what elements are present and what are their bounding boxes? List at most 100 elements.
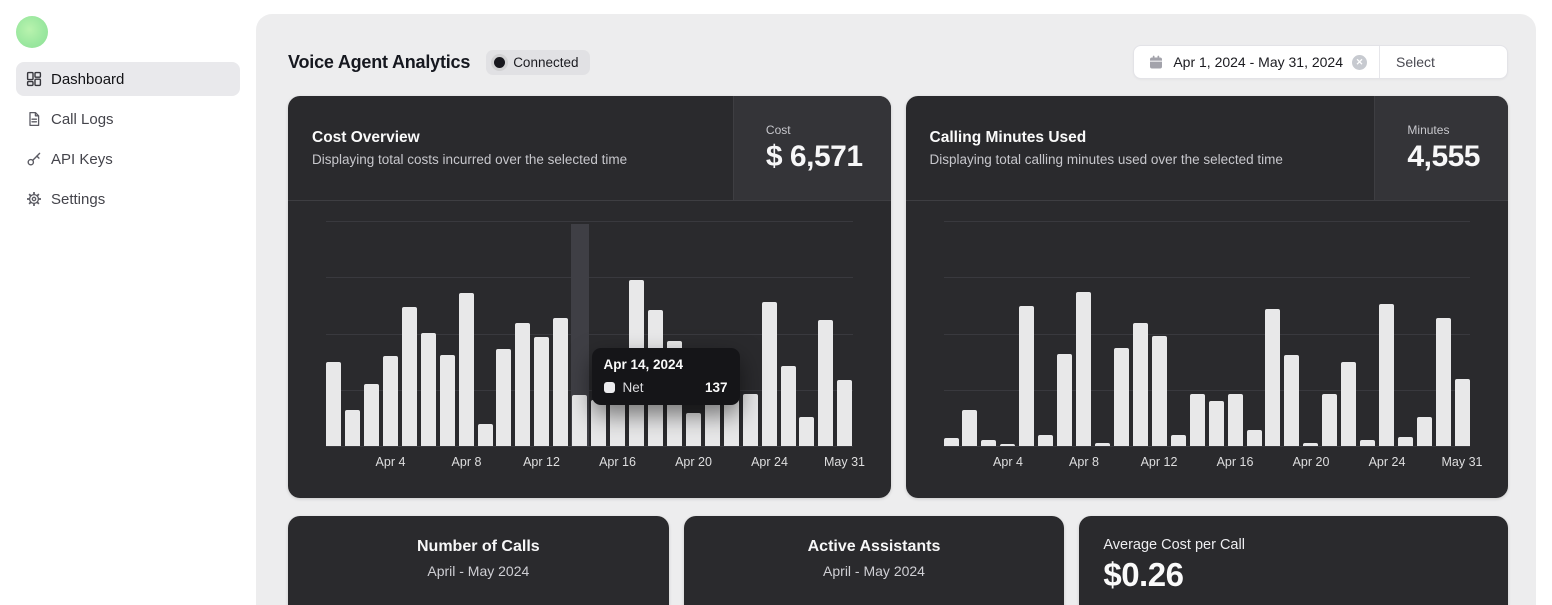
series-swatch-icon — [603, 382, 615, 393]
bars — [943, 221, 1471, 446]
bar-apr-12[interactable] — [534, 336, 550, 446]
bar-apr-15[interactable] — [591, 399, 607, 446]
card-subtitle: Displaying total costs incurred over the… — [312, 152, 628, 167]
bar-apr-3[interactable] — [981, 440, 997, 446]
x-axis-tick: May 31 — [824, 455, 865, 469]
status-dot-icon — [494, 56, 506, 68]
bar-apr-9[interactable] — [477, 423, 493, 446]
stat-value: $ 6,571 — [765, 139, 863, 173]
bar-apr-1[interactable] — [943, 437, 959, 446]
calling-minutes-card: Calling Minutes Used Displaying total ca… — [905, 96, 1509, 498]
mini-card-subtitle: April - May 2024 — [427, 563, 530, 579]
bar-may-31[interactable] — [1454, 379, 1470, 446]
cost-stat: Cost $ 6,571 — [732, 96, 891, 200]
bar-apr-13[interactable] — [1170, 435, 1186, 446]
stat-label: Cost — [765, 122, 791, 137]
bar-apr-10[interactable] — [1113, 348, 1129, 446]
bar-apr-18[interactable] — [1265, 308, 1281, 446]
bars — [326, 221, 853, 446]
bar-apr-11[interactable] — [515, 323, 531, 446]
main-panel: Voice Agent Analytics Connected Apr 1, 2… — [256, 14, 1536, 605]
minutes-stat: Minutes 4,555 — [1374, 96, 1508, 200]
sidebar-item-call-logs[interactable]: Call Logs — [16, 102, 240, 136]
bar-apr-22[interactable] — [723, 393, 739, 446]
bar-apr-16[interactable] — [1227, 394, 1243, 446]
bar-apr-24[interactable] — [761, 301, 777, 446]
stat-label: Minutes — [1407, 122, 1450, 137]
bar-apr-5[interactable] — [401, 306, 417, 446]
tooltip-date: Apr 14, 2024 — [603, 357, 684, 372]
card-header: Calling Minutes Used Displaying total ca… — [905, 96, 1508, 201]
bar-apr-9[interactable] — [1095, 443, 1110, 446]
bar-apr-17[interactable] — [1246, 429, 1262, 446]
bar-apr-10[interactable] — [496, 348, 512, 446]
bar-apr-2[interactable] — [344, 410, 360, 446]
bar-apr-14[interactable] — [1189, 394, 1205, 446]
bar-apr-7[interactable] — [439, 354, 455, 446]
bar-apr-3[interactable] — [363, 383, 379, 446]
calendar-icon — [1148, 54, 1164, 70]
x-axis-tick: Apr 12 — [523, 455, 560, 469]
average-cost-value: $0.26 — [1103, 556, 1184, 593]
settings-icon — [26, 191, 42, 207]
stats-row: Number of Calls April - May 2024 Active … — [288, 516, 1509, 605]
hover-highlight-band — [570, 224, 590, 446]
bar-apr-23[interactable] — [1360, 439, 1376, 446]
bar-apr-15[interactable] — [1208, 401, 1224, 446]
gridline — [326, 446, 853, 447]
bar-apr-27[interactable] — [818, 320, 834, 446]
select-date-button[interactable]: Select — [1379, 46, 1507, 78]
bar-apr-20[interactable] — [1303, 443, 1319, 446]
gridline — [326, 221, 853, 222]
bar-apr-14[interactable] — [572, 394, 588, 446]
sidebar-item-label: API Keys — [51, 150, 113, 168]
bar-apr-4[interactable] — [382, 355, 398, 446]
x-axis-tick: Apr 4 — [993, 455, 1023, 469]
bar-apr-1[interactable] — [326, 362, 341, 446]
bar-apr-26[interactable] — [799, 417, 815, 446]
sidebar-item-dashboard[interactable]: Dashboard — [16, 62, 240, 96]
bar-apr-6[interactable] — [420, 332, 436, 446]
cost-overview-card: Cost Overview Displaying total costs inc… — [288, 96, 891, 498]
sidebar: Dashboard Call Logs API Keys Settings — [0, 0, 256, 605]
x-axis-tick: Apr 16 — [599, 455, 636, 469]
bar-apr-13[interactable] — [553, 318, 569, 446]
bar-apr-8[interactable] — [458, 293, 474, 446]
bar-apr-19[interactable] — [1284, 354, 1300, 446]
gridline — [943, 333, 1470, 335]
sidebar-item-api-keys[interactable]: API Keys — [16, 142, 240, 176]
gridline — [943, 446, 1470, 447]
charts-row: Cost Overview Displaying total costs inc… — [288, 96, 1508, 498]
card-title: Calling Minutes Used — [929, 129, 1087, 146]
bar-apr-11[interactable] — [1132, 323, 1148, 446]
date-range-picker[interactable]: Apr 1, 2024 - May 31, 2024 ✕ — [1134, 46, 1379, 78]
x-axis-tick: Apr 24 — [1368, 455, 1406, 469]
clear-date-icon[interactable]: ✕ — [1352, 54, 1367, 70]
x-axis-tick: Apr 16 — [1216, 455, 1254, 469]
bar-apr-8[interactable] — [1076, 291, 1092, 446]
status-badge: Connected — [486, 49, 590, 75]
bar-apr-21[interactable] — [1322, 394, 1338, 446]
bar-apr-7[interactable] — [1057, 353, 1073, 446]
bar-apr-25[interactable] — [780, 365, 796, 446]
bar-apr-2[interactable] — [962, 410, 978, 446]
bar-may-31[interactable] — [837, 380, 853, 446]
bar-apr-24[interactable] — [1379, 303, 1395, 446]
date-range-value: Apr 1, 2024 - May 31, 2024 — [1173, 54, 1343, 70]
bar-apr-23[interactable] — [742, 393, 758, 446]
bar-apr-27[interactable] — [1435, 318, 1451, 446]
bar-apr-22[interactable] — [1341, 361, 1357, 446]
bar-apr-20[interactable] — [685, 413, 701, 446]
bar-apr-25[interactable] — [1398, 437, 1413, 446]
calling-minutes-chart[interactable]: Apr 4 Apr 8 Apr 12 Apr 16 Apr 20 Apr 24 May 31 — [906, 201, 1509, 498]
sidebar-item-label: Call Logs — [51, 110, 114, 128]
sidebar-item-settings[interactable]: Settings — [16, 182, 240, 216]
bar-apr-5[interactable] — [1019, 306, 1035, 446]
bar-apr-6[interactable] — [1038, 435, 1054, 446]
app-logo[interactable] — [16, 16, 48, 48]
bar-apr-4[interactable] — [1000, 444, 1016, 446]
bar-apr-12[interactable] — [1151, 336, 1167, 446]
gridline — [943, 277, 1470, 279]
bar-apr-26[interactable] — [1416, 417, 1432, 446]
cost-overview-chart[interactable]: Apr 14, 2024 Net 137 Apr 4 Apr 8 Apr 12 Apr 1… — [288, 201, 891, 498]
